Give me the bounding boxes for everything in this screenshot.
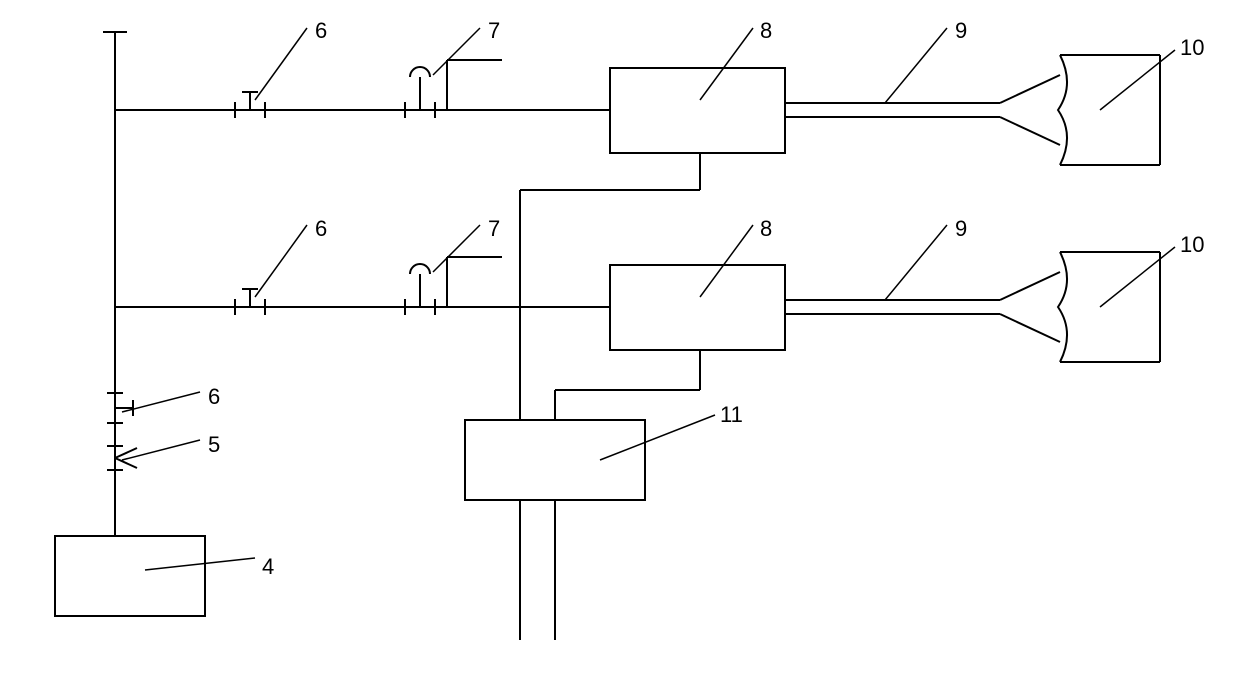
svg-text:8: 8: [760, 18, 772, 43]
svg-text:4: 4: [262, 554, 274, 579]
schematic-svg: 4 5 11 6 6 6 7 7 8 8 9 9 10 10: [0, 0, 1240, 682]
svg-text:7: 7: [488, 18, 500, 43]
diagram-container: 4 5 11 6 6 6 7 7 8 8 9 9 10 10: [0, 0, 1240, 682]
svg-text:6: 6: [315, 18, 327, 43]
svg-text:9: 9: [955, 216, 967, 241]
svg-text:10: 10: [1180, 35, 1204, 60]
svg-text:9: 9: [955, 18, 967, 43]
svg-text:11: 11: [720, 402, 743, 427]
svg-text:10: 10: [1180, 232, 1204, 257]
svg-text:8: 8: [760, 216, 772, 241]
svg-text:6: 6: [208, 384, 220, 409]
svg-text:7: 7: [488, 216, 500, 241]
svg-text:5: 5: [208, 432, 220, 457]
svg-text:6: 6: [315, 216, 327, 241]
